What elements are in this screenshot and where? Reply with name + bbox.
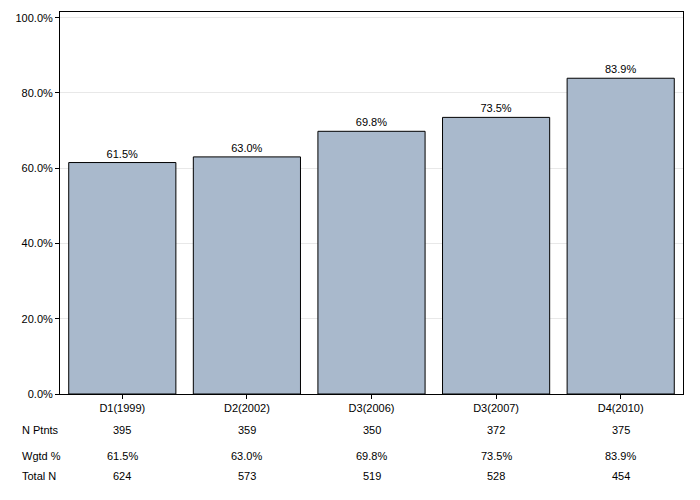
svg-text:359: 359	[238, 424, 256, 436]
svg-text:83.9%: 83.9%	[605, 450, 636, 462]
svg-text:61.5%: 61.5%	[107, 450, 138, 462]
svg-text:73.5%: 73.5%	[481, 450, 512, 462]
svg-text:Total N: Total N	[22, 470, 56, 482]
svg-text:528: 528	[487, 470, 505, 482]
svg-text:375: 375	[612, 424, 630, 436]
svg-text:63.0%: 63.0%	[231, 142, 262, 154]
svg-text:20.0%: 20.0%	[22, 313, 53, 325]
svg-text:N Ptnts: N Ptnts	[22, 424, 59, 436]
svg-text:624: 624	[113, 470, 131, 482]
svg-text:63.0%: 63.0%	[231, 450, 262, 462]
svg-text:D3(2007): D3(2007)	[473, 402, 519, 414]
svg-text:60.0%: 60.0%	[22, 162, 53, 174]
svg-text:100.0%: 100.0%	[15, 12, 53, 24]
svg-text:69.8%: 69.8%	[356, 450, 387, 462]
svg-text:D2(2002): D2(2002)	[224, 402, 270, 414]
svg-text:80.0%: 80.0%	[22, 87, 53, 99]
svg-text:395: 395	[113, 424, 131, 436]
svg-text:519: 519	[363, 470, 381, 482]
svg-text:40.0%: 40.0%	[22, 237, 53, 249]
svg-text:69.8%: 69.8%	[356, 116, 387, 128]
svg-text:454: 454	[612, 470, 630, 482]
svg-text:61.5%: 61.5%	[107, 148, 138, 160]
svg-text:372: 372	[487, 424, 505, 436]
svg-text:350: 350	[363, 424, 381, 436]
svg-text:Wgtd %: Wgtd %	[22, 450, 61, 462]
svg-text:D4(2010): D4(2010)	[598, 402, 644, 414]
svg-text:D1(1999): D1(1999)	[99, 402, 145, 414]
svg-text:0.0%: 0.0%	[28, 388, 53, 400]
svg-text:D3(2006): D3(2006)	[349, 402, 395, 414]
svg-text:573: 573	[238, 470, 256, 482]
svg-text:83.9%: 83.9%	[605, 63, 636, 75]
svg-text:73.5%: 73.5%	[480, 102, 511, 114]
